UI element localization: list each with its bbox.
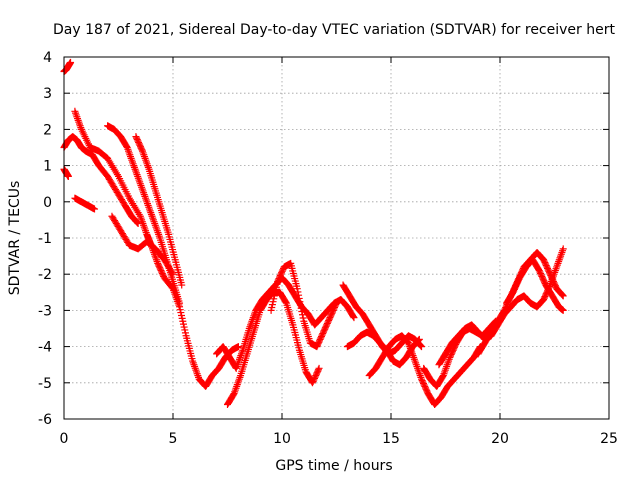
- data-point: [64, 172, 72, 180]
- data-point: [294, 288, 302, 296]
- data-point: [559, 291, 567, 299]
- series-sat-o: [420, 317, 500, 390]
- y-tick-label: -2: [38, 267, 52, 283]
- data-point: [559, 245, 567, 253]
- data-point: [178, 281, 186, 289]
- y-axis-label: SDTVAR / TECUs: [7, 181, 23, 296]
- series-sat-j: [213, 274, 358, 372]
- data-point: [332, 301, 340, 309]
- data-point: [293, 285, 301, 293]
- data-point: [298, 311, 306, 319]
- x-axis-label: GPS time / hours: [275, 458, 392, 474]
- data-point: [91, 205, 99, 213]
- series-sat-g: [132, 133, 186, 289]
- x-tick-label: 10: [273, 431, 291, 447]
- y-tick-label: -1: [38, 231, 52, 247]
- data-point: [314, 366, 322, 374]
- y-tick-label: -3: [38, 303, 52, 319]
- data-point: [349, 313, 357, 321]
- y-tick-label: 1: [43, 159, 52, 175]
- data-point: [295, 291, 303, 299]
- data-point: [418, 343, 426, 351]
- data-point: [315, 364, 323, 372]
- data-point: [169, 270, 177, 278]
- data-point: [138, 146, 146, 154]
- series-sat-r: [503, 256, 567, 314]
- x-tick-label: 0: [60, 431, 69, 447]
- y-tick-label: 3: [43, 86, 52, 102]
- y-tick-label: -5: [38, 376, 52, 392]
- series-sat-q: [474, 248, 567, 358]
- data-point: [558, 290, 566, 298]
- data-point: [559, 292, 567, 300]
- series-sat-h: [108, 212, 177, 278]
- data-point: [415, 336, 423, 344]
- data-point: [133, 219, 141, 227]
- series-sat-a: [60, 58, 75, 75]
- data-point: [414, 337, 422, 345]
- data-point: [333, 299, 340, 307]
- series-sat-f: [104, 122, 184, 307]
- data-point: [295, 294, 303, 302]
- data-points: [60, 58, 567, 409]
- y-tick-label: -4: [38, 340, 52, 356]
- data-point: [417, 342, 425, 350]
- x-tick-label: 5: [169, 431, 178, 447]
- data-point: [559, 306, 567, 314]
- series-sat-i: [224, 288, 323, 409]
- data-point: [282, 298, 290, 306]
- data-point: [296, 298, 304, 306]
- data-point: [168, 269, 176, 277]
- data-point: [415, 335, 423, 343]
- series-sat-d: [71, 194, 99, 213]
- series-sat-k: [267, 259, 340, 351]
- data-point: [297, 304, 305, 312]
- x-tick-label: 15: [382, 431, 400, 447]
- y-tick-label: 2: [43, 122, 52, 138]
- data-point: [298, 307, 306, 315]
- x-tick-label: 20: [491, 431, 509, 447]
- y-tick-label: 4: [43, 50, 52, 66]
- y-tick-label: -6: [38, 412, 52, 428]
- data-point: [297, 301, 305, 309]
- data-point: [234, 343, 242, 351]
- data-point: [350, 314, 358, 322]
- axis-ticks: [63, 56, 610, 420]
- data-point: [176, 299, 184, 307]
- y-tick-label: 0: [43, 195, 52, 211]
- data-point: [299, 314, 307, 322]
- x-tick-label: 25: [600, 431, 618, 447]
- chart-title: Day 187 of 2021, Sidereal Day-to-day VTE…: [53, 22, 615, 38]
- data-point: [67, 58, 75, 66]
- series-sat-c: [60, 165, 72, 180]
